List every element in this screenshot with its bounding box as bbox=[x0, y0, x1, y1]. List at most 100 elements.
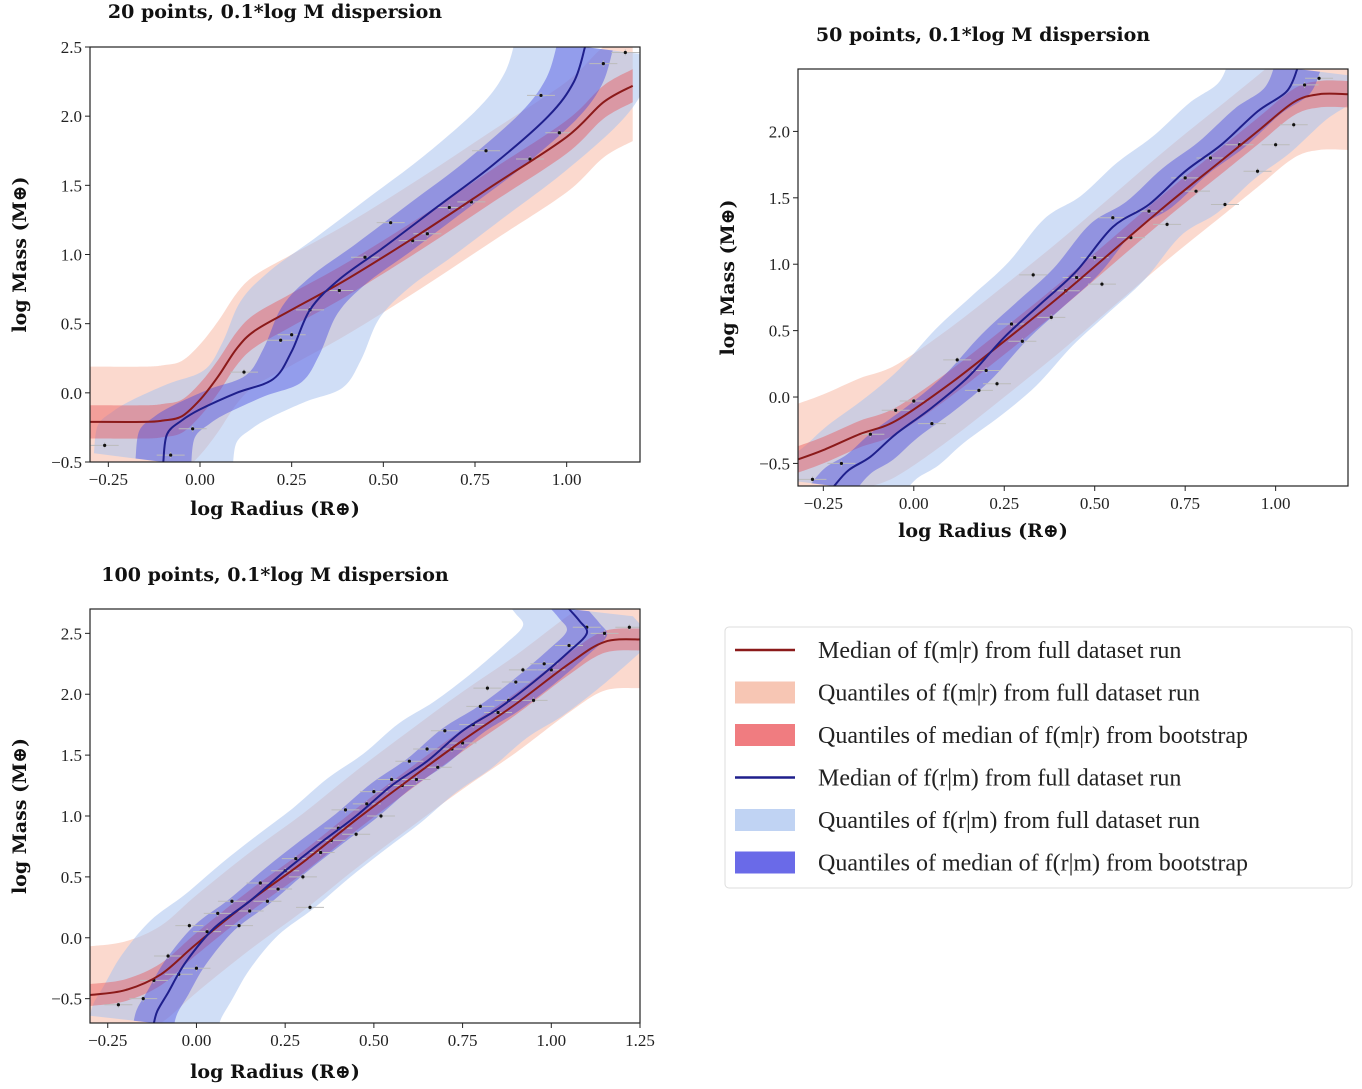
x-tick-label: 0.00 bbox=[899, 494, 929, 513]
y-tick-label: 0.0 bbox=[769, 388, 790, 407]
quantile-band-mr-bootstrap bbox=[90, 628, 640, 1006]
x-tick-label: 0.00 bbox=[185, 470, 215, 489]
plot-area bbox=[90, 609, 640, 1023]
data-point bbox=[995, 382, 999, 386]
legend-swatch-patch bbox=[735, 681, 795, 704]
x-tick-label: −0.25 bbox=[88, 1031, 127, 1050]
data-point bbox=[1009, 322, 1014, 326]
x-tick-label: 1.00 bbox=[552, 470, 582, 489]
chart-title: 20 points, 0.1*log M dispersion bbox=[108, 1, 442, 23]
data-point bbox=[242, 370, 246, 374]
data-point bbox=[531, 698, 536, 702]
chart-50-points: −0.25 0.00 0.25 0.50 0.75 1.00 −0.5 0.0 0.5 1.0 1.… bbox=[717, 24, 1349, 542]
data-point bbox=[955, 358, 959, 362]
y-tick-label: 1.0 bbox=[61, 246, 82, 265]
data-point bbox=[484, 149, 488, 153]
data-point bbox=[1100, 282, 1104, 286]
y-tick-label: 2.0 bbox=[769, 122, 790, 141]
data-point bbox=[407, 759, 411, 763]
data-point bbox=[930, 421, 934, 426]
data-point bbox=[1183, 176, 1187, 180]
data-point bbox=[1223, 202, 1227, 207]
data-point bbox=[379, 814, 383, 818]
legend-swatch-patch bbox=[735, 724, 795, 746]
plot-area bbox=[90, 47, 640, 462]
x-tick-label: 0.50 bbox=[368, 470, 398, 489]
data-point bbox=[528, 157, 532, 161]
legend-label: Quantiles of f(m|r) from full dataset ru… bbox=[818, 681, 1200, 707]
data-point bbox=[116, 1003, 120, 1007]
y-tick-label: 2.5 bbox=[61, 624, 82, 643]
data-point bbox=[1317, 76, 1321, 80]
data-point bbox=[276, 887, 280, 891]
legend: Median of f(m|r) from full dataset run Qu… bbox=[724, 626, 1353, 889]
legend-label: Median of f(m|r) from full dataset run bbox=[818, 638, 1181, 664]
data-point bbox=[343, 808, 348, 812]
x-tick-label: 0.25 bbox=[989, 494, 1019, 513]
y-tick-label: 2.5 bbox=[61, 38, 82, 57]
data-point bbox=[187, 923, 191, 928]
x-tick-label: 0.25 bbox=[277, 470, 307, 489]
data-point bbox=[977, 388, 981, 392]
data-point bbox=[601, 62, 605, 66]
plot-area bbox=[798, 69, 1348, 486]
data-point bbox=[141, 997, 145, 1001]
data-point bbox=[627, 625, 631, 629]
data-point bbox=[868, 432, 872, 436]
legend-box bbox=[724, 626, 1353, 889]
data-point bbox=[443, 729, 447, 733]
data-point bbox=[436, 765, 440, 769]
x-axis-label: log Radius (R⊕) bbox=[190, 1061, 360, 1083]
x-tick-label: 1.25 bbox=[625, 1031, 655, 1050]
data-point bbox=[290, 333, 294, 337]
data-point bbox=[372, 790, 376, 794]
chart-20-points: −0.25 0.00 0.25 0.50 0.75 1.00 −0.5 0.0 0.5 1.0 1.… bbox=[9, 1, 641, 520]
y-tick-label: 2.0 bbox=[61, 685, 82, 704]
data-point bbox=[337, 288, 341, 293]
data-point bbox=[810, 477, 815, 481]
y-tick-label: 2.0 bbox=[61, 107, 82, 126]
data-point bbox=[567, 643, 571, 648]
y-axis-label: log Mass (M⊕) bbox=[9, 738, 31, 894]
x-axis-label: log Radius (R⊕) bbox=[190, 498, 360, 520]
legend-label: Quantiles of f(r|m) from full dataset ru… bbox=[818, 808, 1200, 834]
data-point bbox=[279, 338, 283, 342]
data-point bbox=[103, 443, 107, 447]
data-point bbox=[425, 232, 429, 236]
y-tick-label: 0.5 bbox=[61, 868, 82, 887]
data-point bbox=[301, 875, 305, 879]
median-line-rm bbox=[152, 609, 589, 1023]
data-point bbox=[169, 453, 173, 457]
data-point bbox=[390, 777, 394, 782]
x-tick-label: 0.25 bbox=[270, 1031, 300, 1050]
y-tick-label: −0.5 bbox=[51, 453, 82, 472]
data-point bbox=[194, 966, 199, 970]
data-point bbox=[319, 850, 323, 855]
data-point bbox=[602, 631, 607, 635]
data-point bbox=[912, 399, 916, 403]
data-point bbox=[425, 747, 429, 751]
x-tick-label: 0.50 bbox=[1080, 494, 1110, 513]
data-point bbox=[294, 857, 298, 861]
y-tick-label: 1.5 bbox=[61, 176, 82, 195]
data-point bbox=[265, 899, 270, 903]
data-point bbox=[1075, 275, 1079, 280]
legend-swatch-patch bbox=[735, 809, 795, 831]
data-point bbox=[1031, 273, 1035, 277]
data-point bbox=[894, 408, 898, 412]
chart-title: 50 points, 0.1*log M dispersion bbox=[816, 24, 1150, 46]
data-point bbox=[205, 930, 209, 934]
data-point bbox=[166, 954, 170, 958]
data-point bbox=[1049, 315, 1053, 319]
x-tick-label: 1.00 bbox=[1261, 494, 1291, 513]
data-point bbox=[1111, 216, 1115, 220]
data-point bbox=[514, 680, 518, 684]
y-tick-label: 1.5 bbox=[769, 189, 790, 208]
data-point bbox=[1274, 143, 1278, 147]
legend-swatch-patch bbox=[735, 851, 795, 874]
x-tick-label: 0.50 bbox=[359, 1031, 389, 1050]
x-tick-label: 0.00 bbox=[182, 1031, 212, 1050]
median-line-mr bbox=[798, 92, 1348, 461]
legend-label: Quantiles of median of f(m|r) from boots… bbox=[818, 723, 1248, 749]
data-point bbox=[542, 662, 546, 666]
